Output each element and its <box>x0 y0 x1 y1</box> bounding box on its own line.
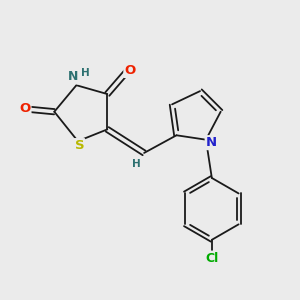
Text: H: H <box>81 68 90 78</box>
Text: S: S <box>74 139 84 152</box>
Text: O: O <box>124 64 136 77</box>
Text: Cl: Cl <box>205 252 218 265</box>
Text: H: H <box>132 159 141 169</box>
Text: N: N <box>206 136 217 149</box>
Text: N: N <box>68 70 78 83</box>
Text: O: O <box>19 102 31 115</box>
